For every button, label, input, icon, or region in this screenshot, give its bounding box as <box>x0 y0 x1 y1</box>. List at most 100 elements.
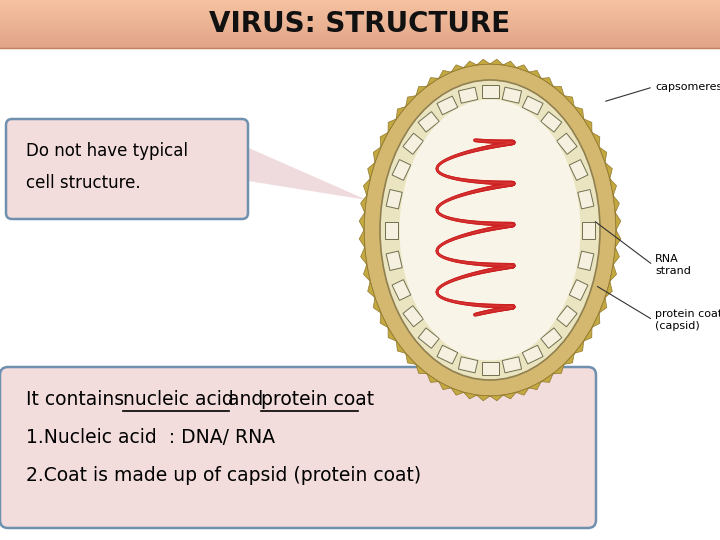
Polygon shape <box>582 221 595 239</box>
Bar <box>0 0 720 1</box>
Polygon shape <box>373 147 381 163</box>
Polygon shape <box>605 281 612 298</box>
Bar <box>0 7 720 8</box>
Polygon shape <box>364 265 370 281</box>
Bar <box>0 2 720 3</box>
Polygon shape <box>459 87 478 103</box>
Polygon shape <box>388 119 397 132</box>
Bar <box>0 13 720 14</box>
Text: protein coat: protein coat <box>261 390 374 409</box>
Polygon shape <box>405 353 416 365</box>
Bar <box>0 27 720 28</box>
Polygon shape <box>584 119 592 132</box>
Polygon shape <box>451 388 464 395</box>
Bar <box>0 42 720 43</box>
Polygon shape <box>403 133 423 154</box>
Polygon shape <box>613 195 619 213</box>
Polygon shape <box>503 393 516 399</box>
Polygon shape <box>570 280 588 300</box>
Polygon shape <box>490 395 503 401</box>
Bar <box>0 47 720 48</box>
Polygon shape <box>502 357 521 373</box>
Polygon shape <box>516 65 529 72</box>
Polygon shape <box>361 195 366 213</box>
Polygon shape <box>570 160 588 180</box>
Bar <box>0 9 720 10</box>
Bar <box>0 26 720 27</box>
Polygon shape <box>578 251 594 271</box>
Text: RNA
strand: RNA strand <box>655 254 691 276</box>
Bar <box>0 19 720 20</box>
Polygon shape <box>416 364 427 374</box>
Bar <box>0 22 720 23</box>
Bar <box>0 34 720 35</box>
Polygon shape <box>541 328 562 348</box>
Bar <box>0 12 720 13</box>
Polygon shape <box>405 96 416 106</box>
Polygon shape <box>403 306 423 327</box>
Bar <box>0 39 720 40</box>
Polygon shape <box>578 190 594 209</box>
Text: .: . <box>358 390 364 409</box>
Bar <box>0 28 720 29</box>
Polygon shape <box>418 328 439 348</box>
Polygon shape <box>482 362 498 375</box>
Polygon shape <box>418 112 439 132</box>
Bar <box>0 16 720 17</box>
Polygon shape <box>584 328 592 341</box>
Polygon shape <box>516 388 529 395</box>
Polygon shape <box>599 147 607 163</box>
Polygon shape <box>397 341 405 353</box>
Bar <box>0 44 720 45</box>
Polygon shape <box>557 133 577 154</box>
Polygon shape <box>541 374 553 382</box>
Bar <box>0 33 720 34</box>
Text: 2.Coat is made up of capsid (protein coat): 2.Coat is made up of capsid (protein coa… <box>26 466 421 485</box>
Polygon shape <box>392 280 411 300</box>
Bar <box>0 41 720 42</box>
FancyBboxPatch shape <box>0 367 596 528</box>
Polygon shape <box>529 382 541 390</box>
Polygon shape <box>438 70 451 78</box>
Polygon shape <box>575 341 584 353</box>
Polygon shape <box>557 306 577 327</box>
Polygon shape <box>564 353 575 365</box>
Text: 1.Nucleic acid  : DNA/ RNA: 1.Nucleic acid : DNA/ RNA <box>26 428 275 447</box>
Polygon shape <box>610 179 616 195</box>
Polygon shape <box>238 375 480 394</box>
Polygon shape <box>368 163 375 179</box>
Polygon shape <box>380 132 388 147</box>
Polygon shape <box>464 393 477 399</box>
Polygon shape <box>610 265 616 281</box>
Bar <box>0 25 720 26</box>
Polygon shape <box>541 78 553 86</box>
Bar <box>0 17 720 18</box>
Polygon shape <box>522 96 543 115</box>
Ellipse shape <box>380 80 600 380</box>
Polygon shape <box>397 106 405 119</box>
Bar <box>0 35 720 36</box>
Bar <box>0 46 720 47</box>
Polygon shape <box>616 230 621 247</box>
Polygon shape <box>242 145 367 200</box>
Bar <box>0 36 720 37</box>
Polygon shape <box>599 298 607 313</box>
Bar <box>0 29 720 30</box>
Bar <box>0 4 720 5</box>
Bar <box>0 31 720 32</box>
Text: nucleic acid: nucleic acid <box>123 390 240 409</box>
Text: cell structure.: cell structure. <box>26 174 140 192</box>
Text: capsomeres: capsomeres <box>655 82 720 92</box>
Bar <box>0 24 720 25</box>
Bar <box>0 32 720 33</box>
Bar <box>0 1 720 2</box>
Polygon shape <box>541 112 562 132</box>
Polygon shape <box>386 251 402 271</box>
Polygon shape <box>564 96 575 106</box>
Ellipse shape <box>400 99 580 361</box>
Bar <box>0 3 720 4</box>
Polygon shape <box>416 86 427 96</box>
Polygon shape <box>437 345 458 364</box>
Text: and: and <box>228 390 270 409</box>
Text: VIRUS: STRUCTURE: VIRUS: STRUCTURE <box>210 10 510 38</box>
